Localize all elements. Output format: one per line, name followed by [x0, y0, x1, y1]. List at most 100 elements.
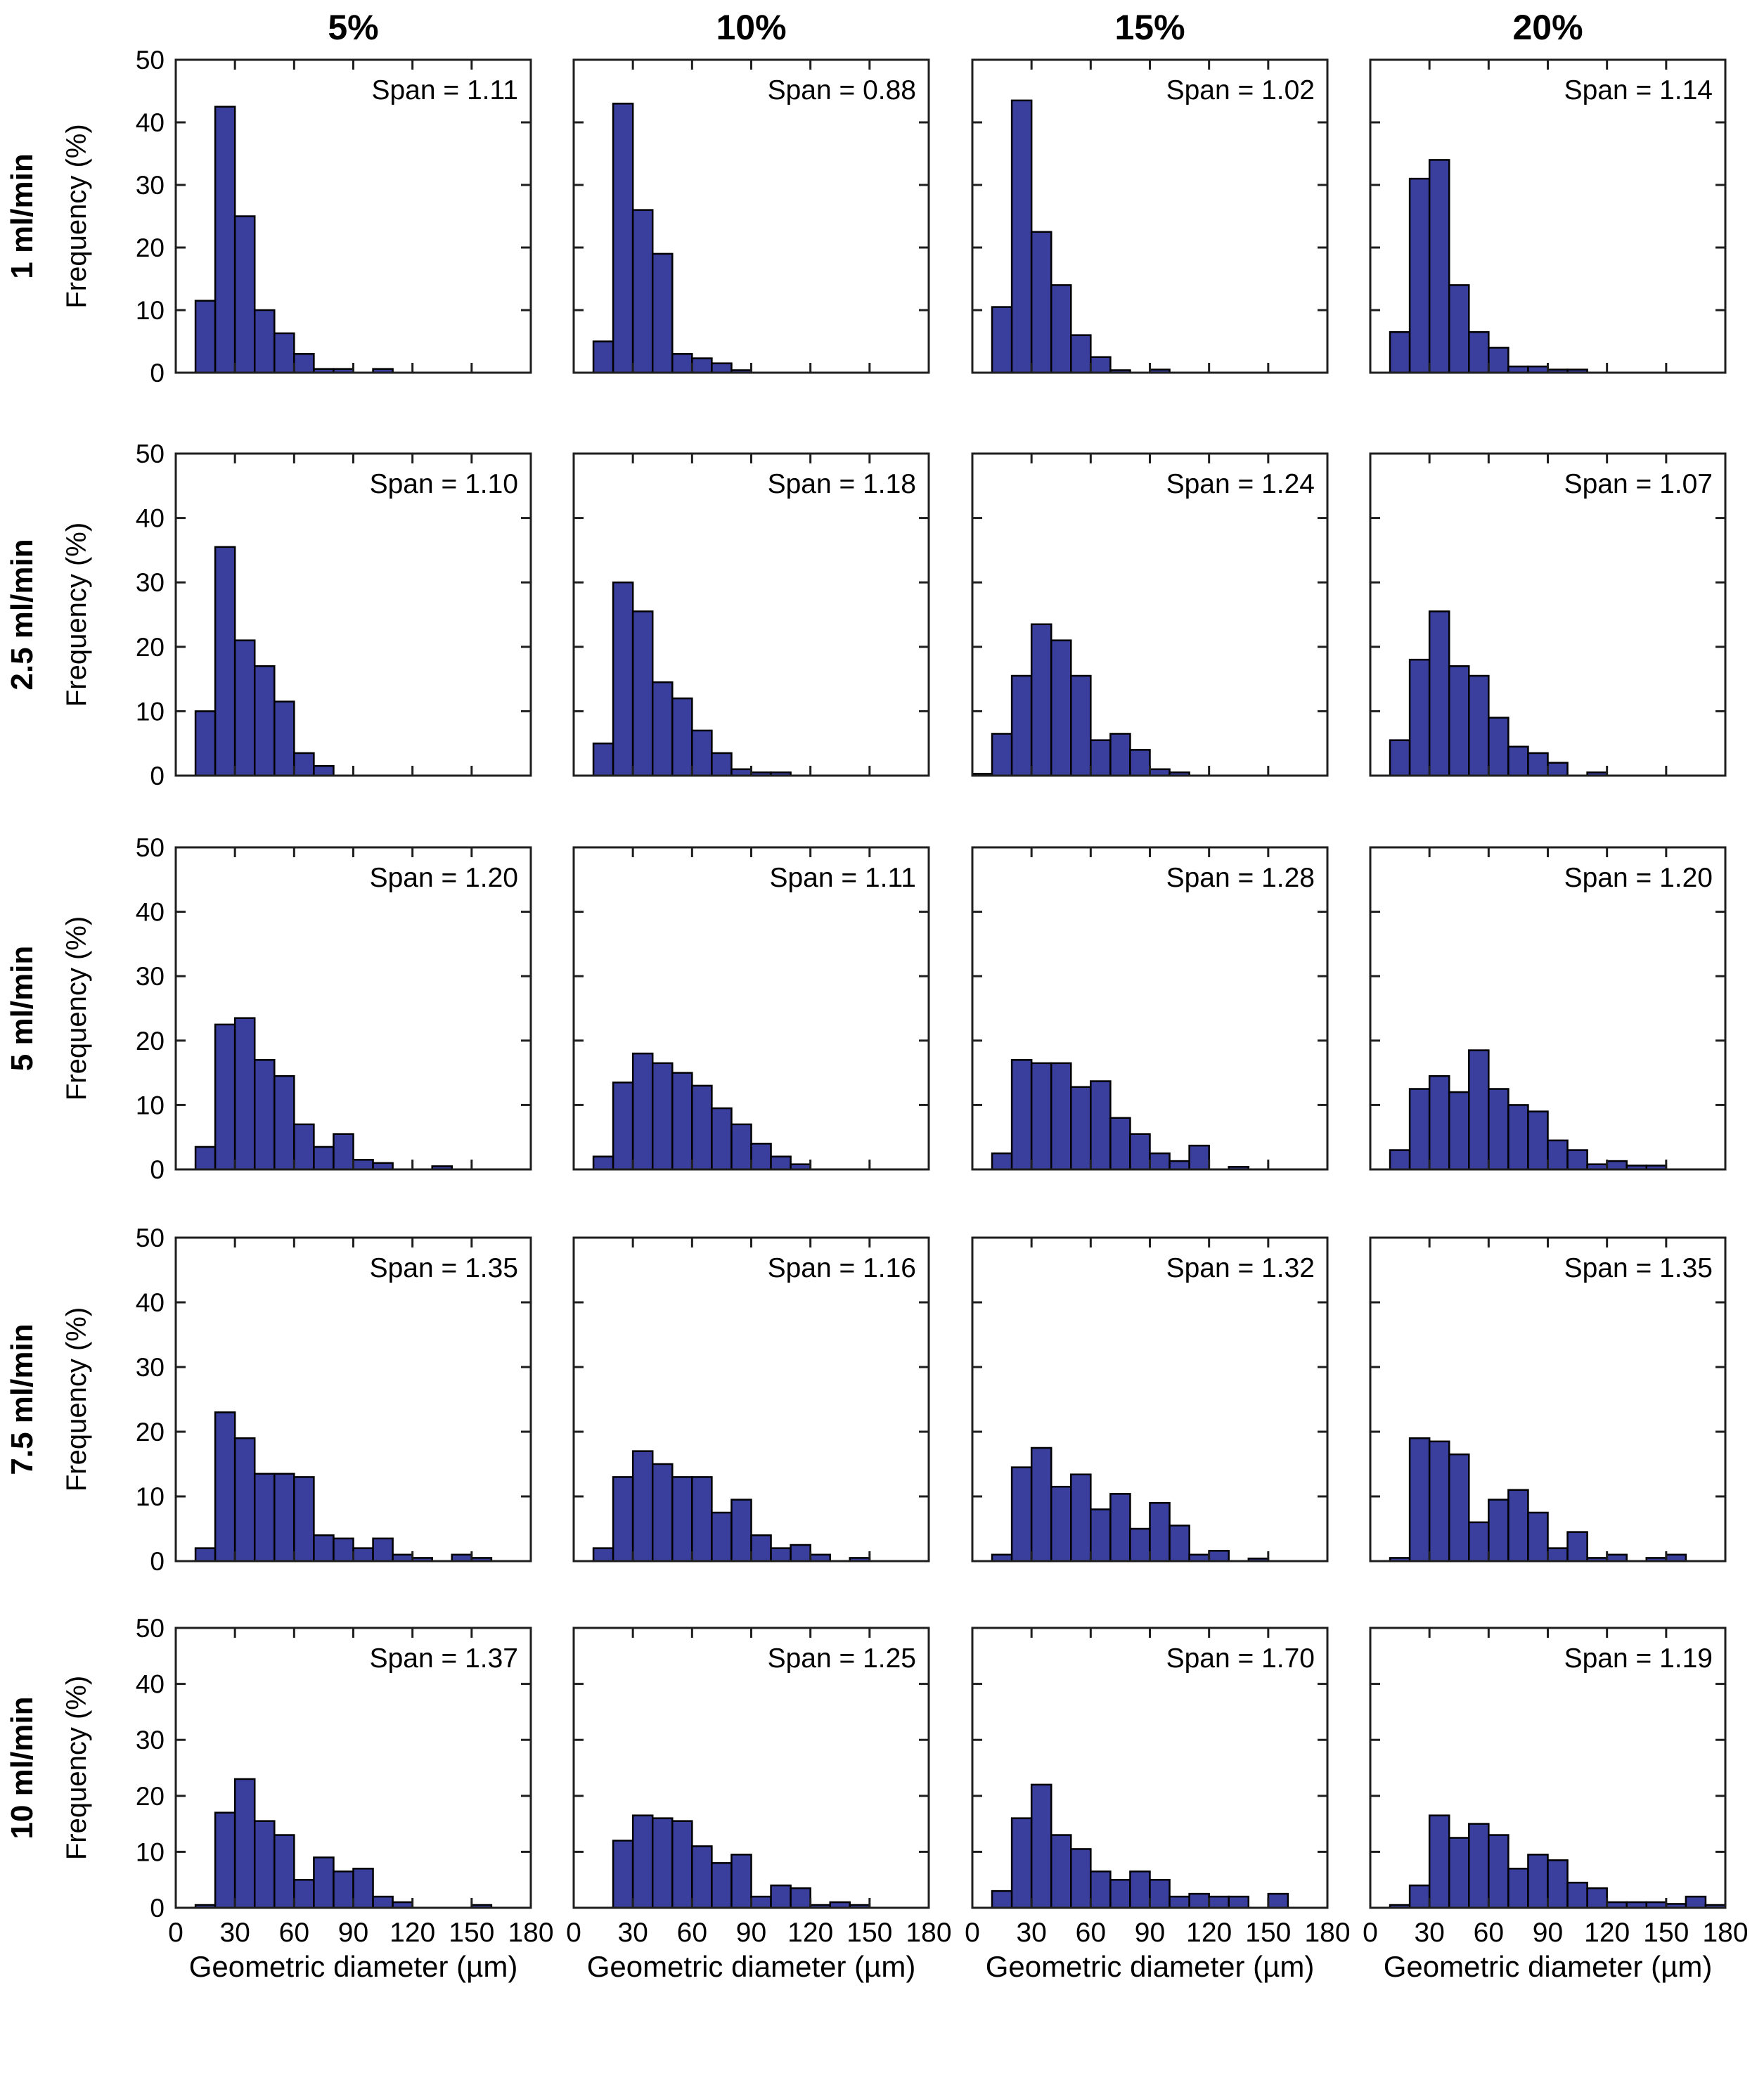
axis-ticks: [1371, 60, 1725, 372]
histogram-bar: [1488, 1088, 1509, 1171]
column-title: 20%: [1512, 8, 1583, 47]
span-annotation: Span = 1.10: [370, 469, 518, 499]
histogram-bar: [1070, 1473, 1092, 1563]
histogram-bar: [214, 1023, 236, 1171]
row-label: 7.5 ml/min: [5, 1323, 39, 1475]
axes-box: [971, 846, 1329, 1171]
y-tick-label: 40: [136, 108, 165, 137]
y-axis-label: Frequency (%): [61, 522, 92, 707]
histogram-bar: [592, 742, 614, 777]
y-tick-label: 30: [136, 962, 165, 991]
histogram-bar: [750, 1534, 772, 1563]
axes-box: [1369, 1627, 1727, 1909]
y-tick-label: 10: [136, 1837, 165, 1866]
x-axis-label: Geometric diameter (µm): [587, 1950, 916, 1983]
histogram-bar: [233, 639, 256, 777]
histogram-bar: [233, 1437, 256, 1563]
histogram-bar: [671, 697, 693, 777]
histogram-bar: [1030, 1783, 1052, 1909]
histogram-bar: [1169, 1160, 1190, 1171]
histogram-bar: [1488, 347, 1509, 374]
histogram-bar: [1389, 331, 1411, 374]
axis-ticks: [574, 848, 928, 1169]
histogram-bar: [1050, 639, 1072, 777]
histogram-bar: [1408, 1088, 1431, 1171]
subplot-r2c1: Span = 1.10 0 10 20 30 40 50 Frequency (%) 2.5 m…: [5, 440, 532, 790]
subplot-r1c1: Span = 1.11 5% 0 10 20 30 40 50 Frequency (%) 1 m…: [5, 8, 532, 387]
histogram-bar: [1070, 1848, 1092, 1909]
axis-ticks: [1371, 454, 1725, 775]
histogram-bar: [1566, 1149, 1588, 1171]
y-tick-label: 20: [136, 1782, 165, 1811]
histogram-bar: [691, 1084, 713, 1171]
histogram-bar: [1566, 1531, 1588, 1563]
histogram-bar: [293, 1878, 315, 1909]
x-tick-label: 0: [965, 1918, 980, 1948]
histogram-bar: [1070, 674, 1092, 777]
histogram-bar: [1428, 1814, 1450, 1909]
axis-ticks: [176, 454, 530, 775]
histogram-bar: [651, 681, 674, 777]
y-tick-label: 40: [136, 898, 165, 927]
span-annotation: Span = 1.25: [768, 1643, 916, 1674]
histogram-bar: [1030, 623, 1052, 777]
histogram-bar: [253, 665, 276, 777]
y-tick-label: 10: [136, 296, 165, 325]
histogram-bar: [313, 765, 335, 777]
histogram-bar: [631, 1052, 654, 1171]
y-tick-label: 0: [150, 1894, 165, 1923]
y-tick-label: 10: [136, 697, 165, 726]
histogram-bar: [1188, 1144, 1210, 1171]
histogram-bar: [631, 1450, 654, 1563]
axes-box: [971, 1236, 1329, 1563]
histogram-bar: [253, 309, 276, 374]
axes-box: [971, 452, 1329, 777]
histogram-bar: [333, 1133, 354, 1171]
histogram-bar: [313, 1534, 335, 1563]
axes-box: [572, 1627, 930, 1909]
histogram-bar: [991, 1890, 1013, 1909]
x-tick-label: 60: [279, 1918, 309, 1948]
axes-box: [174, 1236, 532, 1563]
histogram-bar: [214, 546, 236, 777]
histogram-bar: [671, 1476, 693, 1563]
x-tick-label: 120: [787, 1918, 833, 1948]
histogram-bar: [1208, 1895, 1230, 1909]
histogram-bar: [253, 1820, 276, 1909]
axis-ticks: [1371, 1629, 1725, 1907]
x-tick-label: 30: [219, 1918, 250, 1948]
axes-box: [174, 1627, 532, 1909]
histogram-bar: [1169, 1525, 1190, 1563]
histogram-bar: [711, 1862, 733, 1909]
histogram-bar: [313, 1856, 335, 1909]
histogram-bar: [1448, 1091, 1470, 1171]
histogram-bar: [1428, 610, 1450, 777]
axis-ticks: [1371, 1238, 1725, 1560]
row-label: 1 ml/min: [5, 153, 39, 279]
span-annotation: Span = 1.18: [768, 469, 916, 499]
histogram-bar: [1050, 1485, 1072, 1563]
histogram-bar: [1090, 1508, 1112, 1563]
histogram-bar: [333, 1537, 354, 1563]
histogram-bar: [333, 1871, 354, 1909]
x-tick-label: 30: [1016, 1918, 1046, 1948]
y-tick-label: 0: [150, 1155, 165, 1184]
histogram-bar: [1547, 1547, 1569, 1563]
histogram-bar: [631, 209, 654, 374]
histogram-bar: [730, 1854, 752, 1909]
histogram-bar: [1448, 284, 1470, 374]
axis-ticks: [176, 1629, 530, 1907]
axes-box: [971, 1627, 1329, 1909]
histogram-bar: [1527, 752, 1549, 777]
axes-box: [572, 58, 930, 374]
x-tick-label: 60: [1076, 1918, 1106, 1948]
histogram-bar: [293, 752, 315, 777]
histogram-bar: [691, 1476, 713, 1563]
subplot-r1c2: Span = 0.88 10%: [572, 8, 930, 374]
histogram-bar: [313, 1146, 335, 1171]
histogram-bar: [991, 733, 1013, 777]
histogram-bar: [770, 1884, 792, 1909]
subplot-r4c2: Span = 1.16: [572, 1236, 930, 1563]
